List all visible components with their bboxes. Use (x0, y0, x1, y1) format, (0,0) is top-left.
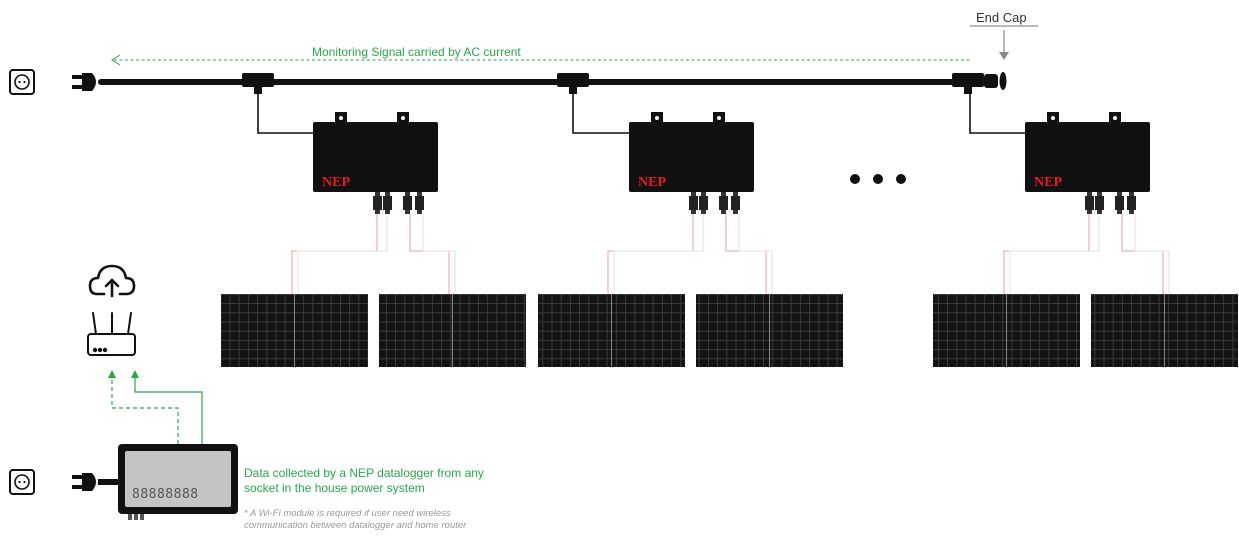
wifi-module-note: * A Wi-Fi module is required if user nee… (244, 508, 467, 531)
brand-label: NEP (638, 175, 666, 190)
solar-panel (538, 294, 685, 367)
wired-link (134, 376, 203, 444)
brand-label: NEP (322, 175, 350, 190)
microinverter: NEP (629, 112, 754, 214)
ac-plug-icon (72, 473, 96, 491)
dc-wires (291, 214, 1170, 294)
t-connector (557, 73, 589, 94)
arrow-head (108, 370, 116, 378)
wall-socket-icon (9, 469, 35, 495)
ellipsis-icon (850, 174, 906, 184)
solar-panel (1091, 294, 1238, 367)
solar-panel (379, 294, 526, 367)
datalogger: 88888888 (118, 444, 238, 520)
monitoring-signal-arrow (111, 54, 970, 66)
monitoring-signal-label: Monitoring Signal carried by AC current (312, 45, 521, 59)
t-connector (952, 73, 984, 94)
cloud-upload-icon (88, 264, 136, 298)
router-icon (87, 312, 136, 356)
wifi-link-dashed (111, 376, 179, 444)
end-cap-label: End Cap (976, 10, 1027, 25)
datalogger-caption: Data collected by a NEP datalogger from … (244, 466, 484, 495)
brand-label: NEP (1034, 175, 1062, 190)
datalogger-cable (98, 479, 120, 485)
microinverter: NEP (313, 112, 438, 214)
wall-socket-icon (9, 69, 35, 95)
ac-plug-icon (72, 73, 96, 91)
microinverter: NEP (1025, 112, 1150, 214)
t-connector (242, 73, 274, 94)
arrow-head (131, 370, 139, 378)
end-cap-pointer (970, 25, 1038, 60)
end-cap (984, 72, 1007, 90)
ac-trunk-cable (98, 79, 998, 85)
solar-panel (933, 294, 1080, 367)
datalogger-display: 88888888 (132, 487, 199, 502)
drop-cable (257, 94, 1026, 134)
solar-panel (221, 294, 368, 367)
solar-panel (696, 294, 843, 367)
